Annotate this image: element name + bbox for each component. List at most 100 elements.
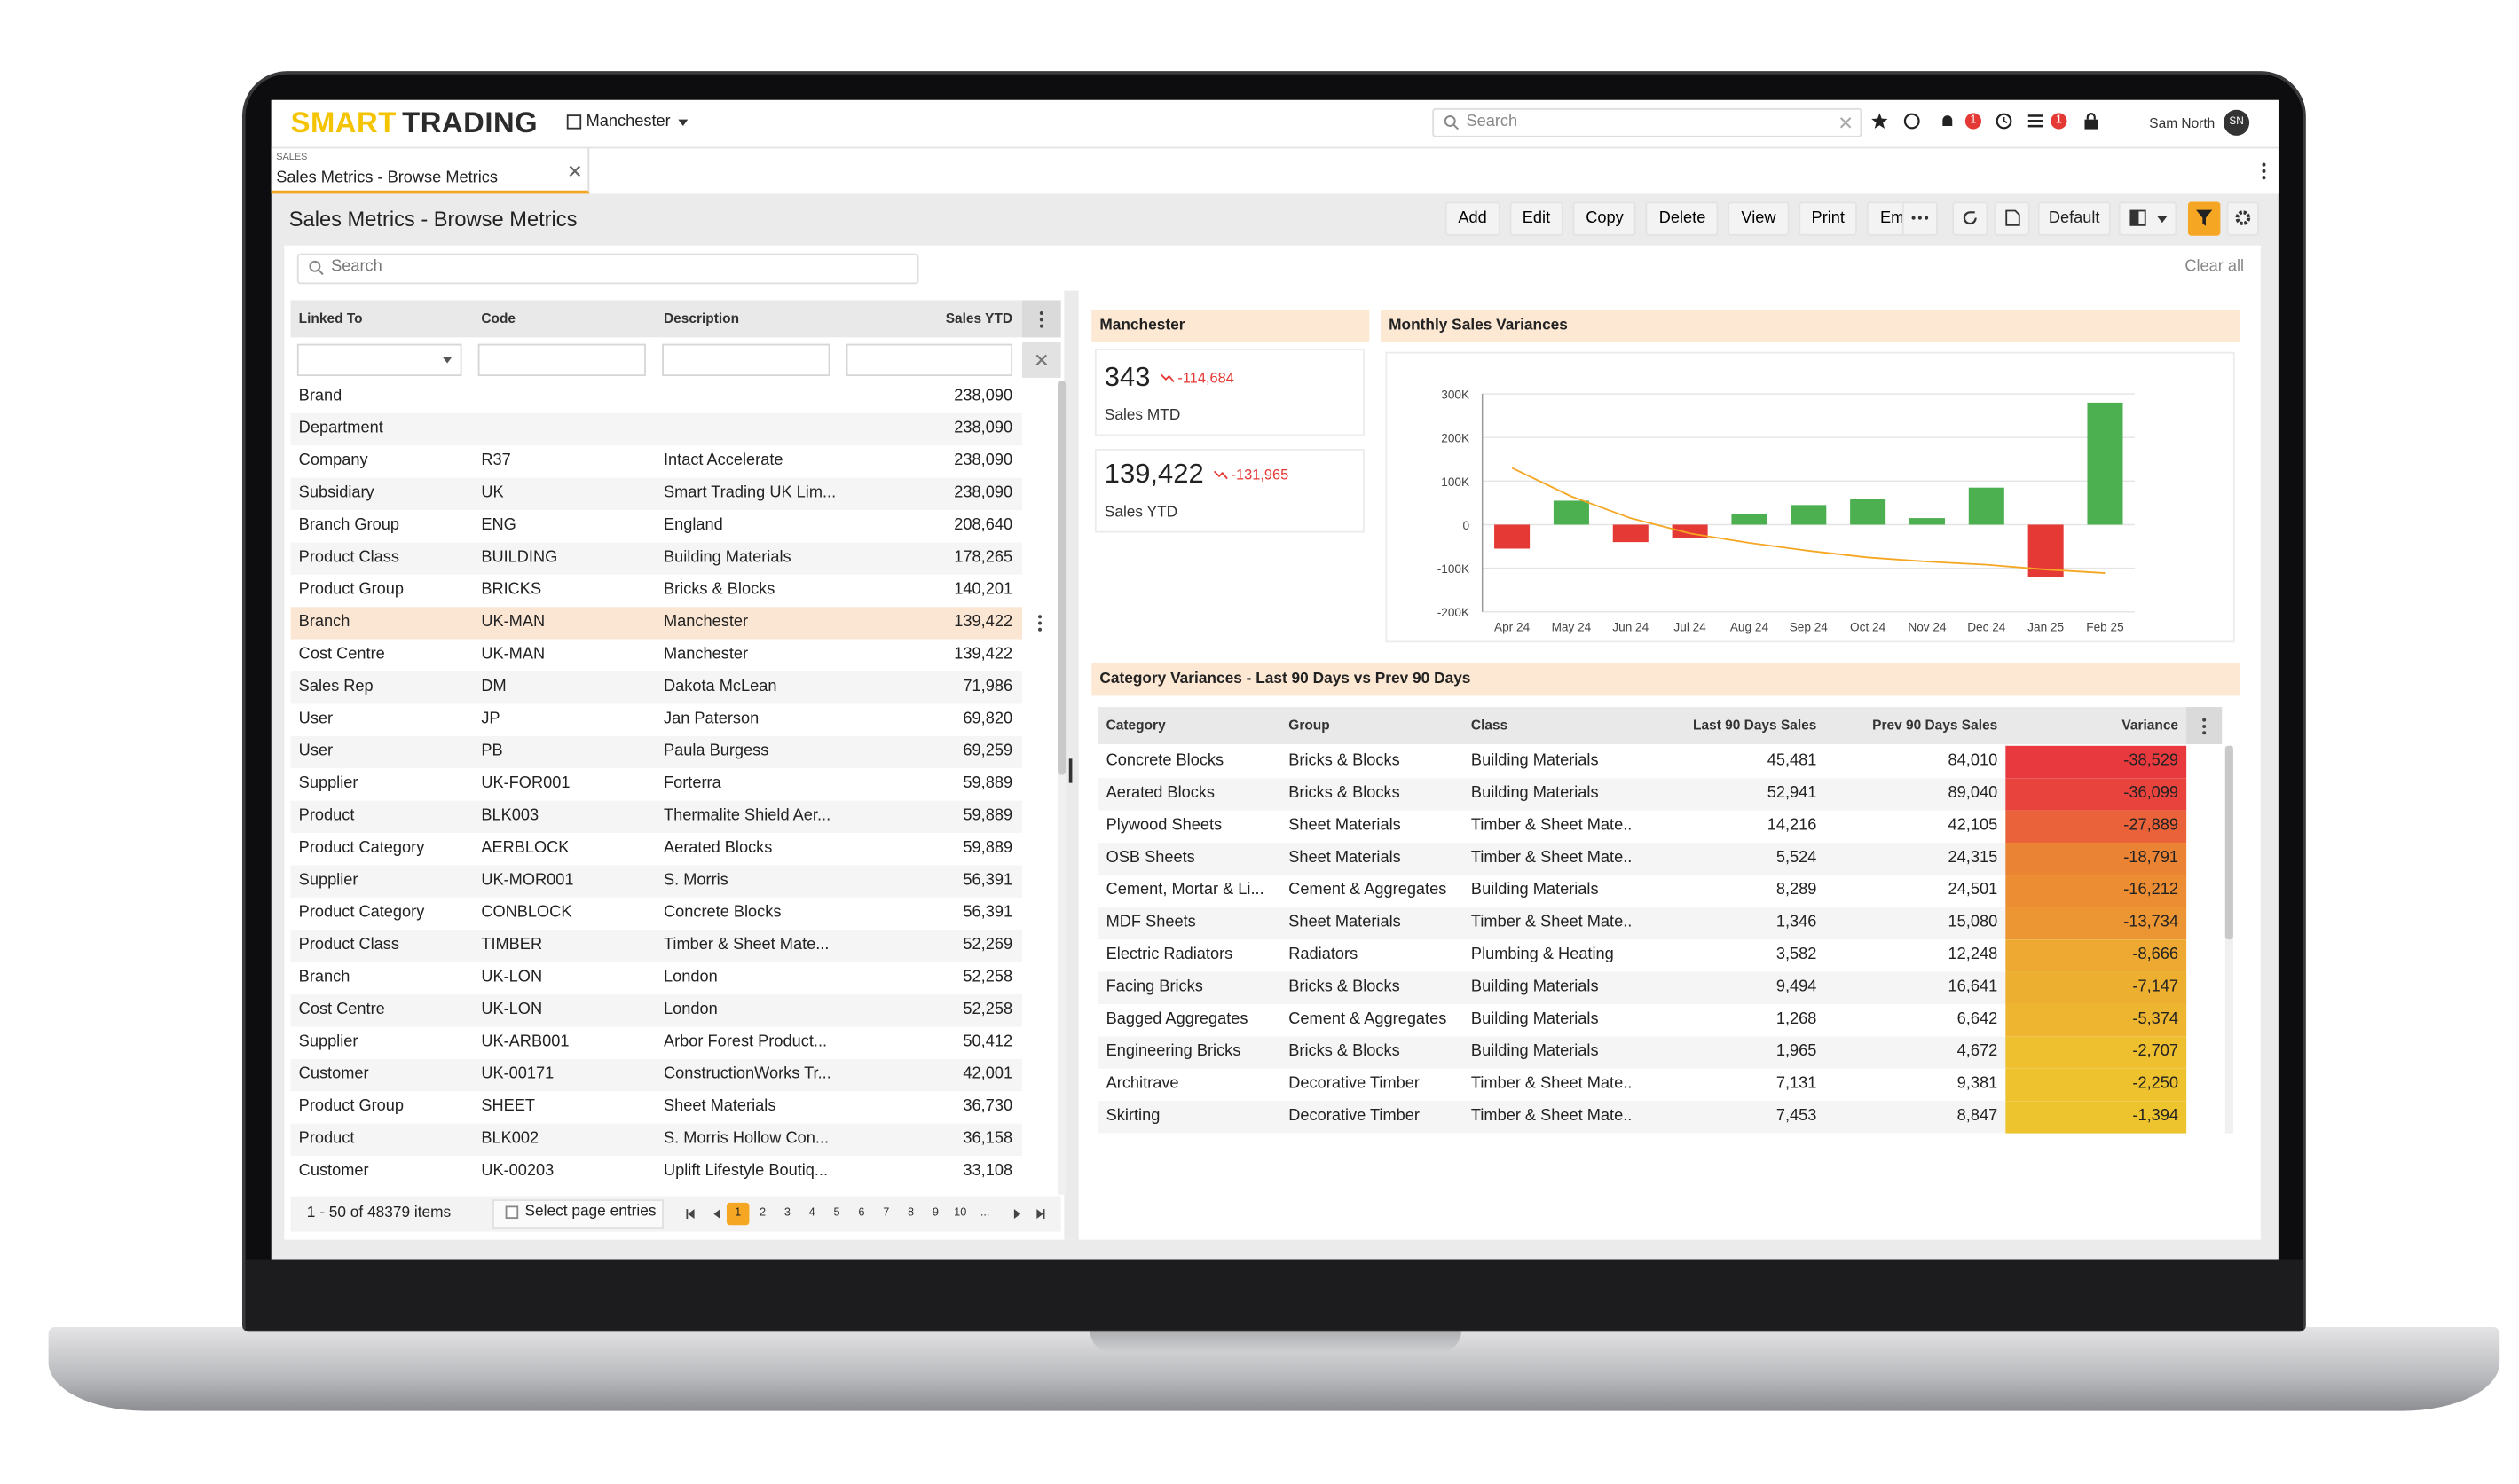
grid-row[interactable] — [290, 412, 1022, 446]
grid-row[interactable] — [290, 703, 1022, 736]
arrow-icon[interactable] — [712, 1209, 722, 1220]
arrow-icon[interactable] — [1012, 1209, 1022, 1220]
page-button[interactable]: 8 — [908, 1207, 915, 1220]
column-header[interactable]: Prev 90 Days Sales — [1872, 717, 1998, 734]
variances-row[interactable] — [1098, 778, 2187, 811]
page-button[interactable]: 3 — [783, 1207, 791, 1220]
kebab-icon[interactable] — [1910, 208, 1930, 228]
variances-row[interactable] — [1098, 939, 2187, 972]
grid-row[interactable] — [290, 607, 1022, 640]
grid-row[interactable] — [290, 510, 1022, 543]
variances-row[interactable] — [1098, 971, 2187, 1004]
grid-row[interactable] — [290, 1156, 1022, 1189]
page-button[interactable]: 9 — [932, 1207, 939, 1220]
grid-row[interactable] — [290, 994, 1022, 1027]
page-button[interactable]: 1 — [726, 1202, 750, 1226]
variances-row[interactable] — [1098, 1003, 2187, 1037]
grid-row[interactable] — [290, 930, 1022, 962]
column-filter[interactable] — [296, 343, 462, 377]
page-button[interactable]: 2 — [759, 1207, 767, 1220]
grid-row[interactable] — [290, 1123, 1022, 1157]
column-filter[interactable] — [662, 343, 830, 377]
arrow-icon[interactable] — [1035, 1209, 1045, 1220]
grid-row[interactable] — [290, 381, 1022, 413]
column-header[interactable]: Last 90 Days Sales — [1693, 717, 1817, 734]
arrow-icon[interactable] — [686, 1209, 696, 1220]
notifications-icon[interactable] — [1940, 113, 1956, 129]
favorites-icon[interactable] — [1871, 113, 1888, 129]
kebab-icon[interactable] — [1030, 614, 1050, 633]
toolbar-button[interactable]: Print — [1798, 201, 1858, 236]
help-icon[interactable] — [1903, 113, 1920, 130]
column-filter[interactable] — [477, 343, 646, 377]
variances-row[interactable] — [1098, 1101, 2187, 1134]
settings-button[interactable] — [2226, 201, 2260, 236]
toolbar-button[interactable]: Delete — [1646, 201, 1719, 236]
resize-handle[interactable] — [1068, 758, 1073, 783]
grid-row[interactable] — [290, 768, 1022, 801]
variances-row[interactable] — [1098, 907, 2187, 940]
page-button[interactable]: 6 — [858, 1207, 865, 1220]
select-page-entries[interactable] — [492, 1199, 664, 1229]
user-avatar[interactable]: SN — [2224, 109, 2250, 136]
column-header[interactable]: Variance — [2121, 717, 2179, 734]
column-header[interactable]: Linked To — [298, 310, 363, 326]
grid-row[interactable] — [290, 962, 1022, 995]
page-button[interactable]: 10 — [954, 1207, 967, 1220]
variances-row[interactable] — [1098, 1036, 2187, 1069]
arrow-icon[interactable] — [678, 118, 689, 128]
column-header[interactable]: Class — [1470, 717, 1508, 734]
grid-row[interactable] — [290, 477, 1022, 511]
kebab-icon[interactable] — [2194, 717, 2214, 736]
user-name[interactable]: Sam North — [2149, 114, 2216, 131]
view-selector[interactable]: Default — [2037, 201, 2111, 236]
active-tab[interactable] — [271, 148, 590, 194]
grid-row[interactable] — [290, 445, 1022, 478]
variances-row[interactable] — [1098, 842, 2187, 875]
grid-row[interactable] — [290, 639, 1022, 672]
grid-row[interactable] — [290, 1058, 1022, 1092]
close-icon[interactable] — [569, 165, 582, 178]
close-icon[interactable] — [1839, 116, 1853, 130]
grid-row[interactable] — [290, 735, 1022, 769]
lock-icon[interactable] — [2083, 113, 2099, 130]
grid-row[interactable] — [290, 574, 1022, 608]
layout-button[interactable] — [2118, 201, 2177, 236]
export-button[interactable] — [1994, 201, 2030, 236]
column-header[interactable]: Description — [663, 310, 740, 326]
arrow-icon[interactable] — [442, 355, 453, 365]
variances-scroll-thumb[interactable] — [2224, 745, 2233, 940]
grid-row[interactable] — [290, 1091, 1022, 1124]
variances-row[interactable] — [1098, 745, 2187, 779]
grid-row[interactable] — [290, 897, 1022, 930]
history-icon[interactable] — [1996, 113, 2012, 130]
arrow-icon[interactable] — [2157, 215, 2168, 224]
close-icon[interactable] — [1035, 354, 1049, 367]
grid-row[interactable] — [290, 1026, 1022, 1059]
global-search[interactable] — [1432, 107, 1862, 137]
checkbox[interactable] — [505, 1205, 519, 1220]
page-button[interactable]: 5 — [833, 1207, 840, 1220]
page-button[interactable]: ... — [980, 1207, 990, 1220]
scrollbar-thumb[interactable] — [1058, 381, 1067, 775]
column-header[interactable]: Category — [1106, 717, 1166, 734]
toolbar-button[interactable]: Edit — [1509, 201, 1563, 236]
column-header[interactable]: Code — [481, 310, 516, 326]
search-box[interactable] — [296, 253, 919, 285]
page-button[interactable]: 4 — [808, 1207, 815, 1220]
variances-row[interactable] — [1098, 810, 2187, 843]
column-header[interactable]: Group — [1288, 717, 1330, 734]
variances-row[interactable] — [1098, 1068, 2187, 1102]
toolbar-button[interactable]: Add — [1444, 201, 1500, 236]
branch-selector[interactable]: Manchester — [586, 113, 671, 131]
variances-row[interactable] — [1098, 875, 2187, 907]
grid-row[interactable] — [290, 542, 1022, 575]
column-header[interactable]: Sales YTD — [945, 310, 1013, 326]
kebab-icon[interactable] — [1032, 310, 1051, 329]
grid-row[interactable] — [290, 865, 1022, 898]
tasks-icon[interactable] — [2027, 113, 2044, 129]
toolbar-button[interactable]: Copy — [1572, 201, 1637, 236]
toolbar-button[interactable]: View — [1728, 201, 1790, 236]
column-filter[interactable] — [846, 343, 1013, 377]
page-button[interactable]: 7 — [883, 1207, 890, 1220]
